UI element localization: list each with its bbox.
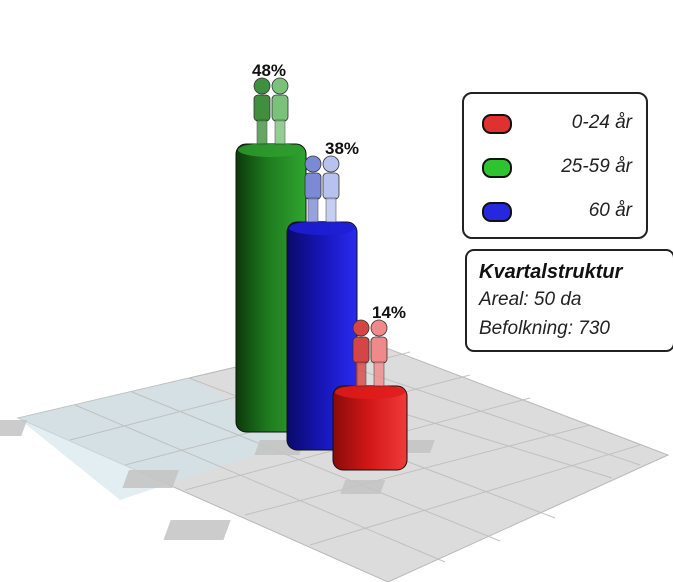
bar-top-0 bbox=[238, 143, 304, 157]
legend-swatch-green bbox=[482, 158, 512, 178]
data-label-38: 38% bbox=[325, 139, 359, 158]
bar-top-1 bbox=[289, 221, 355, 235]
data-label-48: 48% bbox=[252, 61, 286, 80]
info-areal: Areal: 50 da bbox=[479, 289, 582, 310]
data-label-14: 14% bbox=[372, 303, 406, 322]
legend-item-0-24: 0-24 år bbox=[478, 108, 638, 138]
legend-swatch-red bbox=[482, 114, 512, 134]
bar-top-2 bbox=[335, 385, 405, 399]
legend-label-25-59: 25-59 år bbox=[561, 156, 632, 177]
legend-swatch-blue bbox=[482, 202, 512, 222]
legend-item-60: 60 år bbox=[478, 196, 638, 226]
legend-item-25-59: 25-59 år bbox=[478, 152, 638, 182]
people-figure-icon bbox=[304, 155, 340, 223]
legend: 0-24 år 25-59 år 60 år bbox=[462, 92, 648, 239]
people-figure-icon bbox=[352, 319, 388, 387]
info-befolkning: Befolkning: 730 bbox=[479, 318, 610, 339]
people-figure-icon bbox=[253, 77, 289, 145]
legend-label-60: 60 år bbox=[588, 200, 632, 221]
info-box: Kvartalstruktur Areal: 50 da Befolkning:… bbox=[465, 249, 673, 352]
legend-label-0-24: 0-24 år bbox=[571, 112, 632, 133]
info-title: Kvartalstruktur bbox=[479, 261, 623, 283]
